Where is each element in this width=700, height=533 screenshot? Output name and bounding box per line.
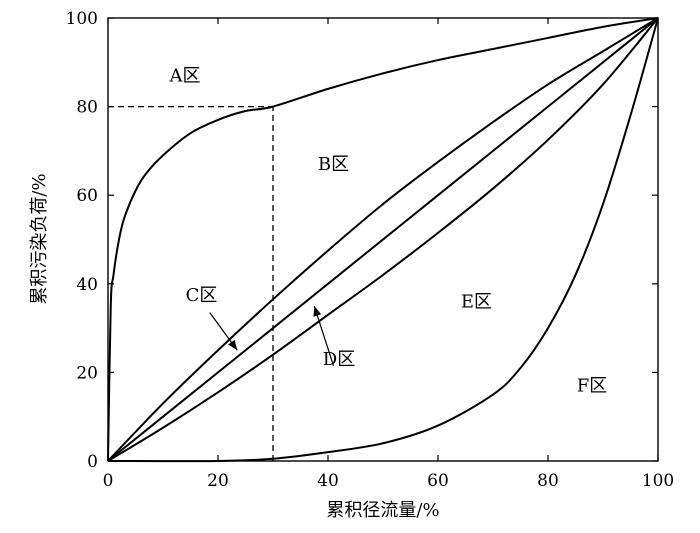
y-tick-label-5: 100 [66,9,98,29]
series-line-0 [107,17,659,462]
x-tick-label-2: 40 [317,471,339,491]
x-tick-label-1: 20 [207,471,229,491]
curves [107,17,659,463]
y-tick-label-4: 80 [76,98,98,118]
y-tick-label-3: 60 [76,186,98,206]
arrow-head-1 [313,305,322,317]
zone-label-0: A区 [169,66,201,87]
annotation-arrow-0 [209,312,238,351]
y-tick-label-2: 40 [76,275,98,295]
zone-labels: A区 B区 C区 D区 E区 F区 [169,66,608,397]
series-line-1 [107,17,659,462]
arrows [209,305,335,366]
plot-frame [107,17,659,462]
y-tick-label-0: 0 [87,452,98,472]
zone-label-5: F区 [577,376,608,397]
zone-label-3: D区 [323,349,355,370]
x-axis-label: 累积径流量/% [326,500,439,521]
x-tick-label-5: 100 [642,471,674,491]
series-line-2 [107,17,659,462]
series-line-3 [107,17,659,462]
y-axis-label: 累积污染负荷/% [29,173,50,304]
y-tick-label-1: 20 [76,363,98,383]
arrow-head-0 [228,339,238,351]
annotation-arrow-1 [313,305,335,366]
zone-label-4: E区 [461,292,492,313]
x-tick-label-0: 0 [103,471,114,491]
series-line-4 [107,17,659,463]
reference-lines [108,105,274,461]
zone-label-2: C区 [186,285,218,306]
zone-label-1: B区 [318,154,349,175]
arrow-shaft-1 [313,305,335,366]
x-tick-label-3: 60 [427,471,449,491]
x-tick-label-4: 80 [537,471,559,491]
